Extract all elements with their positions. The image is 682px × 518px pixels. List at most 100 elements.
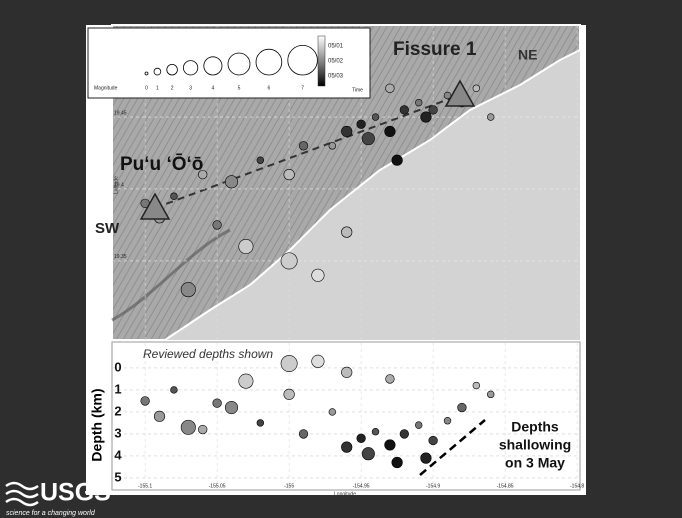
x-tick-label: -154.85	[497, 483, 514, 489]
earthquake-depth	[298, 429, 309, 439]
depth-axis-label: Depth (km)	[89, 388, 105, 461]
earthquake-depth	[391, 456, 403, 469]
earthquake	[420, 111, 432, 123]
legend-circle	[227, 52, 251, 76]
logo-name: USGS	[40, 479, 111, 507]
earthquake-depth	[198, 424, 208, 435]
earthquake	[487, 113, 495, 121]
puu-oo-vent	[139, 192, 171, 220]
earthquake	[443, 91, 452, 100]
earthquake	[385, 83, 395, 93]
legend-time: 05/01	[328, 44, 344, 50]
y-tick-label: 5	[114, 469, 121, 484]
earthquake-depth	[170, 386, 178, 394]
earthquake	[328, 142, 337, 150]
earthquake	[391, 154, 403, 166]
y-tick-label: 4	[114, 447, 122, 462]
y-tick-label: 19.4	[114, 182, 124, 188]
y-tick-label: 2	[114, 403, 121, 418]
earthquake	[238, 239, 254, 255]
earthquake-depth	[384, 439, 396, 451]
earthquake	[224, 175, 239, 189]
earthquake	[298, 141, 309, 151]
fissure-line	[154, 94, 461, 209]
legend-circle	[153, 67, 162, 76]
legend-circle	[287, 45, 318, 76]
earthquake	[341, 226, 353, 238]
shallowing-line-2: shallowing	[499, 437, 571, 453]
legend-circle	[144, 71, 149, 76]
earthquake	[356, 119, 366, 129]
x-tick-label: -154.95	[353, 483, 370, 489]
earthquake	[428, 105, 438, 115]
x-tick-label: -155	[284, 483, 294, 489]
x-tick-label: -155.1	[138, 483, 152, 489]
reviewed-label: Reviewed depths shown	[143, 347, 273, 361]
shallowing-line	[419, 419, 486, 476]
earthquake	[280, 252, 298, 270]
earthquake-depth	[283, 388, 295, 400]
y-tick-label: 1	[114, 381, 121, 396]
earthquake-depth	[356, 433, 366, 443]
earthquake-depth	[415, 421, 423, 429]
earthquake	[415, 98, 423, 107]
earthquake	[311, 268, 325, 282]
legend-magnitude: 5	[238, 85, 241, 91]
y-tick-label: 3	[114, 425, 121, 440]
legend-circle	[166, 63, 178, 76]
earthquake-depth	[443, 417, 452, 425]
earthquake-depth	[341, 366, 353, 378]
fissure-vent	[444, 79, 476, 107]
legend-circle	[183, 60, 199, 76]
earthquake-depth	[153, 410, 166, 422]
legend-magnitude: 6	[268, 85, 271, 91]
earthquake	[170, 192, 178, 200]
y-tick-label: 19.45	[114, 110, 127, 116]
earthquake-depth	[420, 452, 432, 464]
colorbar	[317, 35, 326, 87]
legend-magnitude: 4	[212, 85, 215, 91]
earthquake-depth	[428, 435, 438, 446]
rift	[111, 228, 231, 322]
earthquake-depth	[212, 398, 222, 408]
legend-time: 05/03	[328, 74, 344, 80]
earthquake-depth	[280, 355, 298, 373]
earthquake-depth	[180, 419, 196, 435]
earthquake-depth	[140, 396, 150, 406]
section-panel	[111, 341, 581, 491]
legend-time: 05/02	[328, 59, 344, 65]
legend-circle	[255, 48, 283, 76]
puu-label: Pu‘u ‘Ō‘ō	[120, 154, 203, 175]
earthquake-depth	[487, 390, 495, 399]
earthquake-depth	[399, 429, 409, 439]
earthquake-depth	[361, 447, 375, 461]
earthquake-depth	[311, 354, 325, 368]
legend-magnitude: 1	[156, 85, 159, 91]
shallowing-line-1: Depths	[511, 419, 559, 435]
legend-magnitude: 7	[301, 85, 304, 91]
earthquake-depth	[224, 400, 239, 415]
legend-magnitude-label: Magnitude	[94, 85, 118, 91]
lat-axis-label: Latitude	[113, 176, 119, 194]
earthquake-depth	[385, 374, 395, 384]
y-tick-label: 19.35	[114, 254, 127, 260]
fissure-label: Fissure 1	[393, 39, 477, 60]
earthquake	[341, 125, 353, 138]
earthquake-depth	[371, 428, 380, 436]
earthquake	[399, 105, 409, 115]
earthquake-depth	[457, 402, 467, 413]
sw-label: SW	[95, 220, 120, 237]
y-tick-label: 0	[114, 359, 121, 374]
legend-magnitude: 3	[189, 85, 192, 91]
earthquake-depth	[256, 419, 265, 427]
earthquake	[384, 125, 396, 138]
legend-magnitude: 0	[145, 85, 148, 91]
shallowing-line-3: on 3 May	[505, 455, 565, 471]
legend-circle	[203, 56, 223, 76]
earthquake	[198, 169, 208, 180]
earthquake	[212, 220, 222, 230]
earthquake	[256, 156, 265, 164]
earthquake	[472, 84, 481, 92]
